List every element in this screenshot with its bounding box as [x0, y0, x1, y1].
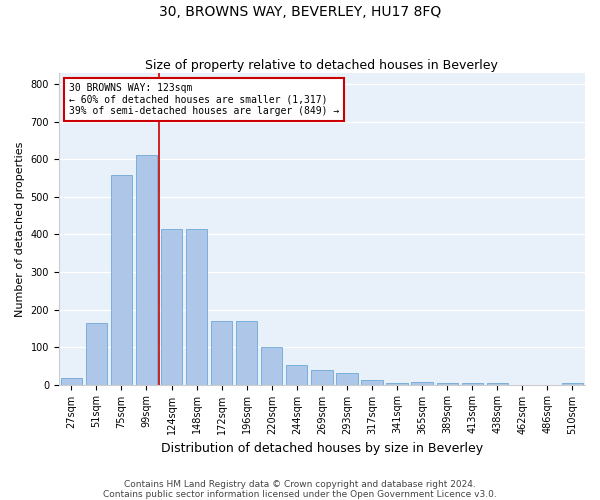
Bar: [236, 321, 257, 384]
Bar: [437, 382, 458, 384]
Bar: [186, 229, 207, 384]
Bar: [487, 382, 508, 384]
Bar: [311, 370, 332, 384]
Bar: [461, 382, 483, 384]
Bar: [412, 382, 433, 384]
Bar: [111, 175, 132, 384]
Bar: [361, 380, 383, 384]
Text: 30, BROWNS WAY, BEVERLEY, HU17 8FQ: 30, BROWNS WAY, BEVERLEY, HU17 8FQ: [159, 5, 441, 19]
X-axis label: Distribution of detached houses by size in Beverley: Distribution of detached houses by size …: [161, 442, 483, 455]
Bar: [286, 365, 307, 384]
Title: Size of property relative to detached houses in Beverley: Size of property relative to detached ho…: [145, 59, 499, 72]
Text: 30 BROWNS WAY: 123sqm
← 60% of detached houses are smaller (1,317)
39% of semi-d: 30 BROWNS WAY: 123sqm ← 60% of detached …: [70, 82, 340, 116]
Bar: [386, 382, 408, 384]
Bar: [86, 324, 107, 384]
Y-axis label: Number of detached properties: Number of detached properties: [15, 141, 25, 316]
Text: Contains HM Land Registry data © Crown copyright and database right 2024.
Contai: Contains HM Land Registry data © Crown c…: [103, 480, 497, 499]
Bar: [261, 347, 283, 385]
Bar: [336, 374, 358, 384]
Bar: [136, 154, 157, 384]
Bar: [61, 378, 82, 384]
Bar: [562, 382, 583, 384]
Bar: [161, 229, 182, 384]
Bar: [211, 321, 232, 384]
